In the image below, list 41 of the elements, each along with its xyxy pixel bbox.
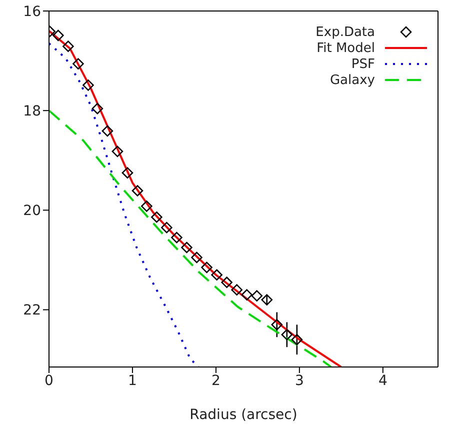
point [52,30,64,42]
point [62,40,74,52]
point [72,58,84,70]
y-tick-label: 16 [23,4,42,20]
line-series [49,42,200,367]
point [122,167,134,178]
point [102,125,114,137]
legend-label: Fit Model [316,40,375,56]
point [211,269,222,281]
y-tick-label: 18 [23,104,41,120]
point [171,232,182,244]
x-tick-label: 4 [378,372,388,389]
point [221,276,232,288]
point [231,284,242,296]
legend-label: Exp.Data [316,24,375,40]
point [161,222,172,234]
point [151,211,162,223]
point [201,262,212,274]
legend-label: Galaxy [330,72,375,88]
point [261,294,273,306]
point [141,200,152,212]
point [181,242,192,254]
point [191,252,202,264]
x-tick-label: 3 [294,372,304,389]
point [241,289,252,300]
x-tick-label: 1 [128,372,137,389]
x-tick-label: 2 [211,372,220,389]
point [281,328,293,340]
y-tick-label: 20 [23,203,41,220]
point [271,319,283,330]
point [112,146,124,158]
x-axis-title: Radius (arcsec) [190,407,298,423]
point [132,185,144,196]
y-tick-label: 22 [23,302,41,319]
point [251,290,263,302]
x-tick-label: 0 [44,372,54,389]
point [82,80,94,91]
line-series [49,110,332,367]
point [92,102,104,114]
legend-label: PSF [351,56,375,72]
point [291,334,303,346]
